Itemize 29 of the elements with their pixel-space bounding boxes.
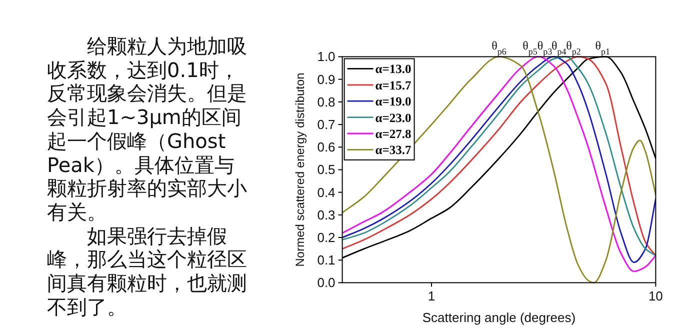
y-tick-label: 0.7 xyxy=(317,117,336,132)
annotation: θ$_{p1}$ xyxy=(595,38,610,57)
y-tick-label: 0.0 xyxy=(317,275,336,290)
legend-label: α=19.0 xyxy=(375,94,412,109)
legend-label: α=33.7 xyxy=(375,143,412,158)
legend-label: α=15.7 xyxy=(375,78,412,92)
x-axis-title: Scattering angle (degrees) xyxy=(422,310,576,325)
annotation: θ$_{p2}$ xyxy=(566,38,581,57)
legend-label: α=13.0 xyxy=(375,62,412,76)
x-tick-label: 1 xyxy=(428,288,436,304)
annotation: θ$_{p5}$ xyxy=(522,38,538,57)
text: 如果强行去掉假峰，那么当这个粒径区间真有颗粒时，也就测不到了。 xyxy=(47,224,248,320)
y-tick-label: 0.8 xyxy=(317,94,336,110)
text: 给颗粒人为地加吸收系数，达到0.1时，反常现象会消失。但是会引起1~3μm的区间起一个假峰（Ghost Peak）。具体位置与颗粒折射率的实部大小有关。 xyxy=(47,34,248,225)
legend-label: α=23.0 xyxy=(375,110,412,125)
annotation: θ$_{p4}$ xyxy=(552,38,567,57)
x-tick-label: 10 xyxy=(648,288,663,304)
annotation: θ$_{p3}$ xyxy=(537,38,553,57)
annotation: θ$_{p6}$ xyxy=(492,38,507,57)
y-tick-label: 0.3 xyxy=(317,207,336,222)
legend-label: α=27.8 xyxy=(375,127,412,141)
y-tick-label: 1.0 xyxy=(317,49,336,64)
y-tick-label: 0.2 xyxy=(317,230,336,245)
y-tick-label: 0.1 xyxy=(317,252,336,268)
y-tick-label: 0.9 xyxy=(317,72,336,87)
y-tick-label: 0.6 xyxy=(317,140,336,155)
y-tick-label: 0.5 xyxy=(317,162,336,178)
y-axis-title: Normed scattered energy distributon xyxy=(293,72,307,267)
y-tick-label: 0.4 xyxy=(317,184,336,200)
